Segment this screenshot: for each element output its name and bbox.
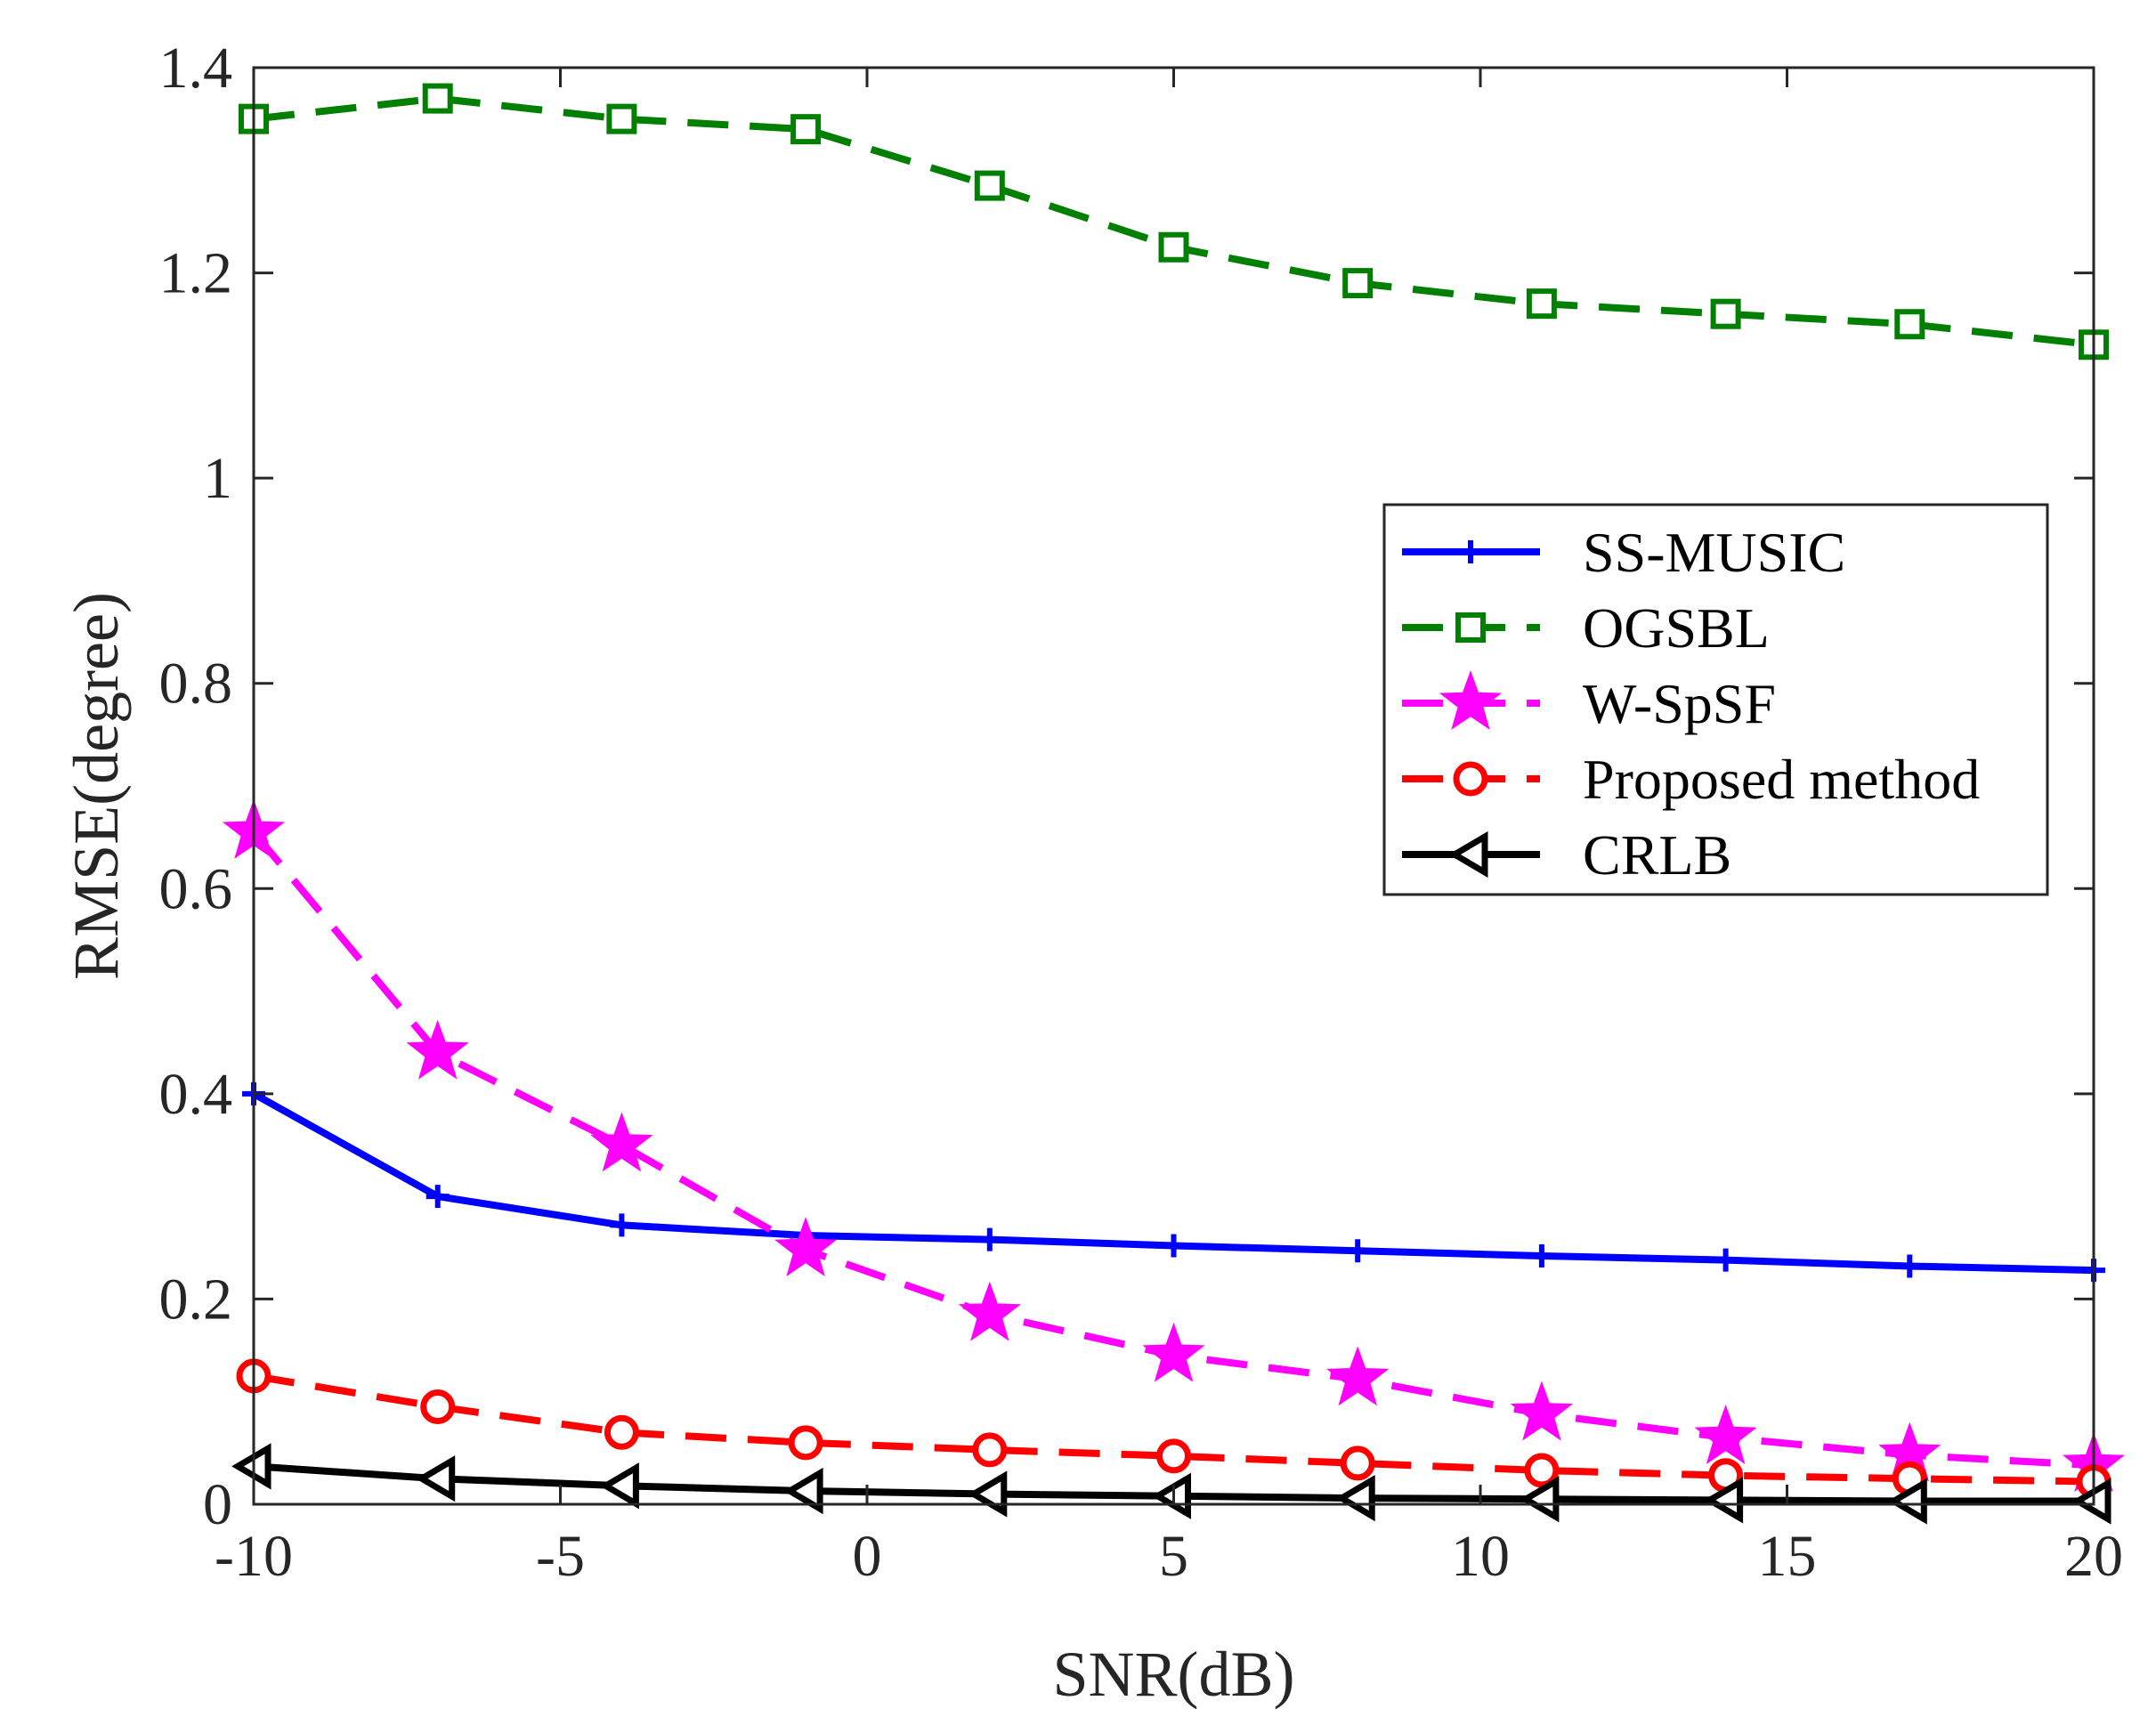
legend-marker-proposed-method <box>1453 761 1488 797</box>
legend-label-ogsbl: OGSBL <box>1583 596 1770 660</box>
data-point-ogsbl <box>1526 288 1557 320</box>
data-point-ss-music <box>1529 1244 1553 1268</box>
x-tick-label: 0 <box>853 1524 882 1589</box>
series-w-spsf <box>222 798 2126 1493</box>
x-tick-label: 5 <box>1159 1524 1188 1589</box>
legend: SS-MUSIC OGSBL W-SpSF Proposed method CRLB <box>1382 503 2049 896</box>
y-tick-label: 0.6 <box>159 856 233 921</box>
data-point-crlb <box>783 1467 823 1515</box>
y-axis-label: RMSE(degree) <box>61 592 132 980</box>
data-point-crlb <box>415 1455 456 1502</box>
data-point-crlb <box>1887 1478 1927 1525</box>
data-point-w-spsf <box>1694 1405 1757 1464</box>
data-point-ss-music <box>1898 1254 1922 1278</box>
data-point-proposed-method <box>1340 1446 1375 1481</box>
legend-marker-crlb <box>1448 830 1488 879</box>
data-point-crlb <box>967 1470 1008 1518</box>
legend-label-ss-music: SS-MUSIC <box>1583 521 1845 584</box>
x-tick-label: -5 <box>536 1524 585 1589</box>
data-point-crlb <box>1703 1477 1744 1524</box>
data-point-crlb <box>1335 1474 1375 1522</box>
data-point-w-spsf <box>590 1112 653 1172</box>
legend-marker-ss-music <box>1459 540 1482 563</box>
legend-entry-proposed-method: Proposed method <box>1402 748 1980 811</box>
data-point-w-spsf <box>774 1217 838 1276</box>
x-tick-label: 15 <box>1758 1524 1817 1589</box>
x-tick-label: 10 <box>1451 1524 1510 1589</box>
data-point-w-spsf <box>1510 1381 1573 1441</box>
data-point-proposed-method <box>972 1432 1008 1468</box>
x-axis-label: SNR(dB) <box>1052 1639 1294 1710</box>
data-point-proposed-method <box>788 1425 823 1461</box>
y-tick-label: 0.4 <box>159 1062 233 1127</box>
data-point-ss-music <box>1346 1239 1370 1263</box>
legend-label-crlb: CRLB <box>1583 823 1731 887</box>
data-point-ogsbl <box>1158 231 1189 263</box>
data-point-w-spsf <box>1142 1322 1205 1382</box>
data-point-ogsbl <box>1342 268 1374 299</box>
y-tick-label: 1.4 <box>159 36 233 101</box>
y-tick-label: 1 <box>203 446 232 511</box>
data-point-crlb <box>599 1462 639 1510</box>
x-tick-label: -10 <box>215 1524 293 1589</box>
data-point-w-spsf <box>1326 1346 1390 1406</box>
data-point-crlb <box>1519 1476 1560 1523</box>
data-point-ogsbl <box>422 83 453 114</box>
data-point-proposed-method <box>420 1389 456 1424</box>
data-point-proposed-method <box>1524 1453 1560 1488</box>
legend-entry-w-spsf: W-SpSF <box>1402 670 1776 735</box>
data-point-ogsbl <box>790 114 822 145</box>
data-point-ogsbl <box>606 103 637 134</box>
data-point-ogsbl <box>1710 298 1741 329</box>
data-point-ss-music <box>610 1213 634 1237</box>
legend-entry-ogsbl: OGSBL <box>1402 596 1770 660</box>
legend-marker-w-spsf <box>1439 670 1503 730</box>
data-point-w-spsf <box>958 1281 1021 1341</box>
legend-label-w-spsf: W-SpSF <box>1583 672 1776 735</box>
y-tick-label: 1.2 <box>159 241 233 306</box>
legend-entry-ss-music: SS-MUSIC <box>1402 521 1845 584</box>
legend-marker-ogsbl <box>1455 612 1486 643</box>
x-tick-label: 20 <box>2064 1524 2123 1589</box>
y-tick-label: 0.2 <box>159 1267 233 1332</box>
data-point-ss-music <box>977 1227 1001 1251</box>
data-point-ogsbl <box>1894 309 1925 340</box>
data-point-ogsbl <box>974 170 1005 201</box>
data-point-ss-music <box>1162 1234 1186 1258</box>
y-tick-label: 0.8 <box>159 652 233 717</box>
legend-entry-crlb: CRLB <box>1402 823 1731 887</box>
data-point-proposed-method <box>604 1414 639 1450</box>
legend-label-proposed-method: Proposed method <box>1583 748 1980 811</box>
series-ogsbl <box>239 83 2109 360</box>
ticks-layer: -10 -5 0 5 10 15 20 0 0.2 0.4 0.6 0.8 1 1.2 1.4 <box>159 36 2124 1589</box>
data-point-ss-music <box>1714 1248 1738 1272</box>
data-point-proposed-method <box>1156 1438 1191 1474</box>
y-tick-label: 0 <box>203 1472 232 1537</box>
data-point-ss-music <box>426 1185 450 1209</box>
data-point-w-spsf <box>406 1019 469 1080</box>
